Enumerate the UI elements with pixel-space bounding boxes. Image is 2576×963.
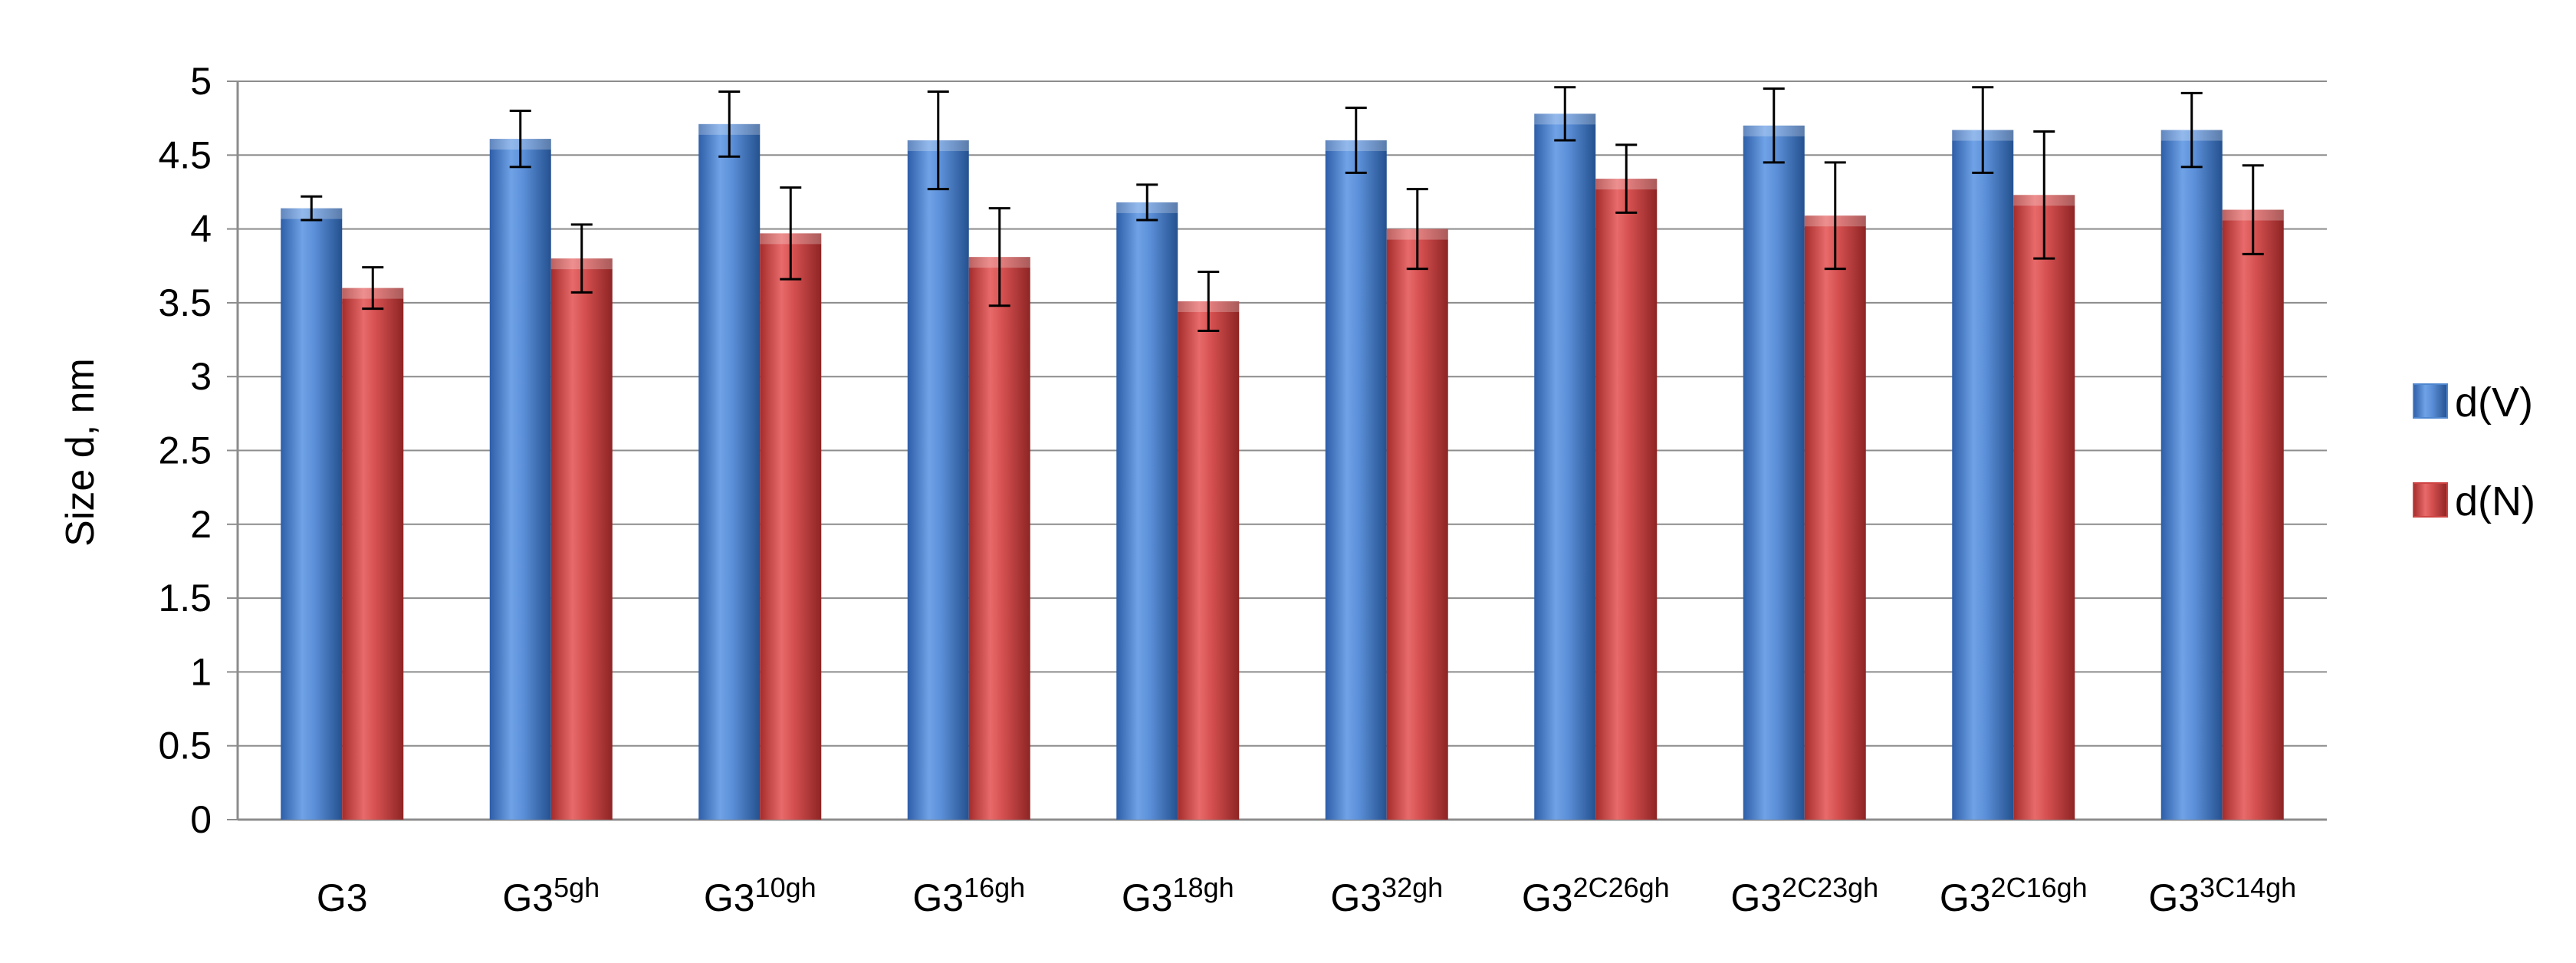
error-bar	[2180, 91, 2203, 169]
bar-dn	[2013, 195, 2075, 820]
x-tick-label-base: G3	[502, 876, 554, 919]
x-tick-label-superscript: 18gh	[1173, 872, 1234, 903]
x-tick-label: G33C14gh	[2148, 872, 2296, 919]
x-tick-label-superscript: 16gh	[964, 872, 1025, 903]
y-tick-label: 2	[190, 503, 212, 546]
x-tick-label: G318gh	[1122, 872, 1234, 919]
bar-dv	[698, 123, 761, 820]
legend-swatch	[2413, 482, 2448, 518]
legend-item-dn: d(N)	[2413, 478, 2535, 524]
y-tick-label: 1	[190, 650, 212, 693]
bar-dn	[1386, 228, 1448, 820]
error-bar	[718, 90, 741, 158]
legend-label: d(V)	[2455, 380, 2533, 426]
x-tick-label-base: G3	[1730, 876, 1782, 919]
x-tick-label-base: G3	[1522, 876, 1573, 919]
y-axis-tick-labels: 0 0.5 1 1.5 2 2.5 3 3.5 4 4.5 5	[158, 60, 212, 841]
y-tick-label: 4.5	[158, 133, 212, 176]
bar-dv	[1952, 130, 2014, 820]
x-tick-label-base: G3	[1330, 876, 1382, 919]
y-tick-label: 5	[190, 60, 212, 103]
x-tick-label-superscript: 10gh	[755, 872, 816, 903]
x-tick-label-base: G3	[2148, 876, 2200, 919]
x-tick-label-base: G3	[912, 876, 964, 919]
error-bars	[301, 86, 2264, 332]
bar-dv	[1743, 125, 1805, 820]
x-tick-label: G332gh	[1330, 872, 1443, 919]
bar-dv	[489, 139, 551, 820]
error-bar	[301, 195, 323, 222]
error-bar	[1554, 86, 1576, 142]
x-tick-label-superscript: 32gh	[1382, 872, 1443, 903]
error-bar	[927, 90, 949, 191]
bar-dn	[1804, 215, 1866, 820]
error-bar	[1136, 183, 1158, 222]
y-axis-label: Size d, nm	[58, 358, 103, 547]
bar-dn	[968, 257, 1030, 820]
x-tick-label: G3	[317, 876, 368, 919]
x-tick-label-superscript: 2C26gh	[1573, 872, 1670, 903]
error-bar	[988, 207, 1010, 307]
y-tick-label: 2.5	[158, 429, 212, 472]
x-tick-label: G316gh	[912, 872, 1025, 919]
bar-dv	[281, 208, 343, 820]
x-tick-label-superscript: 2C16gh	[1991, 872, 2088, 903]
legend-label: d(N)	[2455, 478, 2535, 524]
error-bar	[2242, 164, 2264, 255]
y-tick-label: 3	[190, 355, 212, 398]
x-tick-label: G32C26gh	[1522, 872, 1670, 919]
error-bar	[362, 266, 384, 311]
x-tick-label-base: G3	[317, 876, 368, 919]
x-tick-label-superscript: 3C14gh	[2200, 872, 2296, 903]
bar-dv	[1534, 113, 1596, 820]
bar-dn	[1595, 179, 1658, 820]
error-bar	[1972, 86, 1994, 174]
bar-dv	[1325, 140, 1387, 820]
bar-dv	[2160, 130, 2223, 820]
y-tick-label: 0	[190, 798, 212, 841]
y-tick-label: 0.5	[158, 725, 212, 767]
bars	[281, 113, 2284, 820]
x-tick-label-base: G3	[1940, 876, 1991, 919]
x-tick-label: G32C16gh	[1940, 872, 2088, 919]
x-tick-label-base: G3	[1122, 876, 1173, 919]
x-tick-label: G310gh	[704, 872, 816, 919]
bar-dn	[2222, 209, 2284, 820]
bar-dn	[342, 288, 404, 820]
legend-item-dv: d(V)	[2413, 380, 2533, 426]
x-tick-label-base: G3	[704, 876, 755, 919]
error-bar	[1763, 87, 1785, 164]
x-axis-tick-labels: G3 G35gh G310gh G316gh G318gh G332gh G32C26gh G…	[317, 872, 2296, 919]
error-bar	[780, 186, 802, 281]
y-tick-label: 1.5	[158, 577, 212, 620]
error-bar	[1615, 143, 1638, 214]
bar-dn	[760, 233, 822, 820]
error-bar	[509, 110, 531, 169]
error-bar	[570, 223, 593, 294]
bar-dv	[1116, 202, 1178, 820]
bar-dv	[907, 140, 969, 820]
y-tick-label: 4	[190, 208, 212, 251]
error-bar	[1824, 161, 1846, 271]
error-bar	[2033, 130, 2055, 260]
x-tick-label: G32C23gh	[1730, 872, 1878, 919]
y-tick-label: 3.5	[158, 281, 212, 324]
error-bar	[1345, 107, 1367, 174]
legend: d(V) d(N)	[2413, 380, 2535, 524]
x-tick-label-superscript: 2C23gh	[1782, 872, 1878, 903]
error-bar	[1406, 188, 1428, 271]
legend-swatch	[2413, 383, 2448, 419]
bar-dn	[1178, 301, 1240, 820]
x-tick-label: G35gh	[502, 872, 600, 919]
x-tick-label-superscript: 5gh	[554, 872, 600, 903]
error-bar	[1198, 270, 1220, 332]
bar-dn	[550, 258, 613, 820]
